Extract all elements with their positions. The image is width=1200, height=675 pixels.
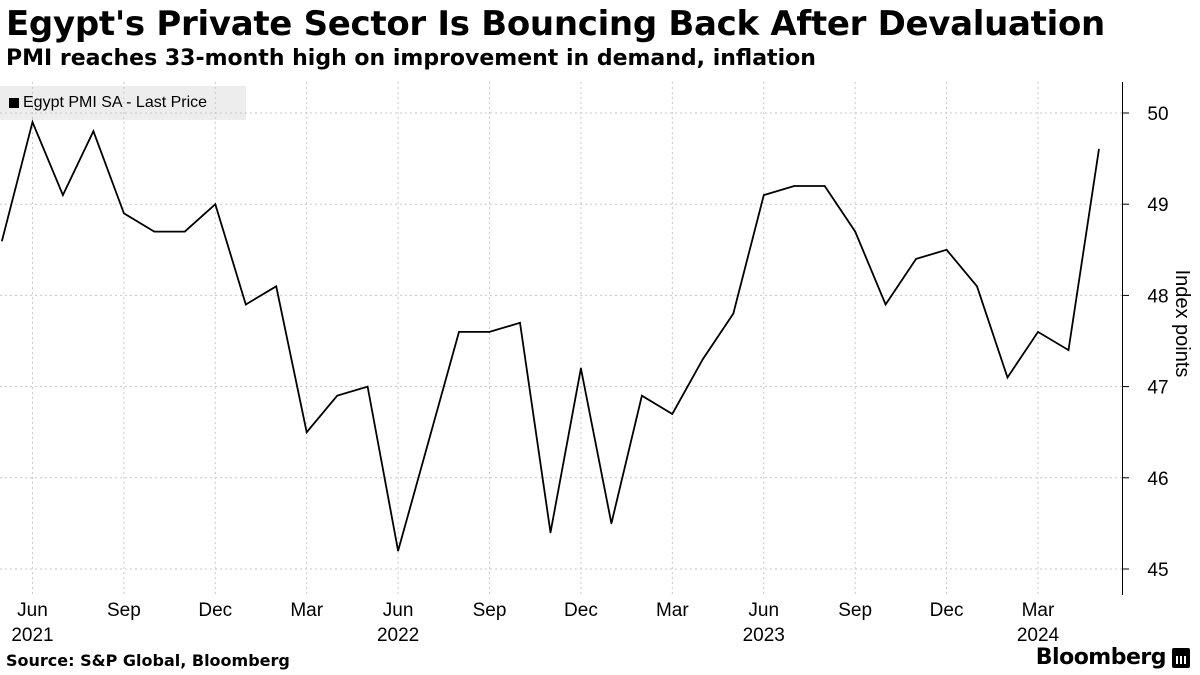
chart-subtitle: PMI reaches 33-month high on improvement… <box>6 46 816 71</box>
legend-label: Egypt PMI SA - Last Price <box>23 94 208 111</box>
legend: Egypt PMI SA - Last Price <box>0 86 246 120</box>
data-point <box>123 212 125 215</box>
data-point <box>62 194 64 196</box>
data-point <box>580 367 582 370</box>
x-tick-label: Dec <box>564 600 598 621</box>
series-line-egypt-pmi <box>1 119 1100 552</box>
data-point <box>92 130 95 133</box>
data-point <box>976 285 978 288</box>
data-point <box>31 121 34 123</box>
data-point <box>184 230 186 233</box>
x-tick-label: Sep <box>473 600 507 621</box>
x-tick-label: Dec <box>930 600 964 621</box>
x-year-label: 2023 <box>743 625 785 646</box>
x-tick-label: Sep <box>107 600 141 621</box>
x-tick-label: Mar <box>656 600 689 621</box>
data-point <box>762 194 765 196</box>
x-tick-label: Jun <box>748 600 779 621</box>
data-point <box>427 440 430 443</box>
y-tick-label: 50 <box>1147 104 1168 125</box>
data-point <box>549 531 552 534</box>
x-tick-label: Jun <box>17 600 48 621</box>
data-point <box>641 394 643 397</box>
data-point <box>1037 331 1039 333</box>
data-point <box>915 258 917 260</box>
y-tick-label: 48 <box>1147 286 1168 307</box>
legend-swatch-icon <box>9 98 19 108</box>
chart-title: Egypt's Private Sector Is Bouncing Back … <box>6 4 1105 44</box>
y-tick-label: 45 <box>1147 560 1168 581</box>
data-point <box>305 431 308 434</box>
y-tick-label: 47 <box>1147 378 1168 399</box>
bloomberg-terminal-icon <box>1172 647 1190 668</box>
x-tick-label: Jun <box>383 600 414 621</box>
x-tick-label: Sep <box>838 600 872 621</box>
y-tick-label: 46 <box>1147 469 1168 490</box>
data-point <box>884 303 887 306</box>
data-point <box>945 249 948 251</box>
x-tick-label: Dec <box>198 600 232 621</box>
data-point <box>793 185 796 187</box>
data-point <box>397 549 399 552</box>
y-tick-label: 49 <box>1147 195 1168 216</box>
brand-name: Bloomberg <box>1035 645 1167 670</box>
data-point <box>671 413 674 415</box>
data-point <box>1006 376 1009 379</box>
data-point <box>1 239 3 242</box>
data-point <box>1098 148 1100 151</box>
y-axis-title: Index points <box>1171 270 1193 378</box>
data-point <box>214 203 217 205</box>
data-point <box>854 230 856 233</box>
data-point <box>366 385 369 388</box>
data-point <box>519 321 521 324</box>
data-point <box>275 285 278 288</box>
data-point <box>732 312 735 315</box>
data-point <box>1067 349 1070 351</box>
data-point <box>823 185 826 187</box>
source-note: Source: S&P Global, Bloomberg <box>6 651 290 670</box>
x-tick-label: Mar <box>1022 600 1055 621</box>
x-year-label: 2022 <box>377 625 419 646</box>
data-point <box>610 522 613 525</box>
data-point <box>488 331 491 333</box>
x-tick-label: Mar <box>290 600 323 621</box>
data-point <box>153 230 156 233</box>
data-point <box>244 303 247 306</box>
data-point <box>458 331 460 333</box>
data-point <box>702 358 704 361</box>
data-point <box>336 394 338 397</box>
x-year-label: 2021 <box>11 625 53 646</box>
bloomberg-logo: Bloomberg <box>1036 645 1190 670</box>
x-year-label: 2024 <box>1017 625 1060 646</box>
